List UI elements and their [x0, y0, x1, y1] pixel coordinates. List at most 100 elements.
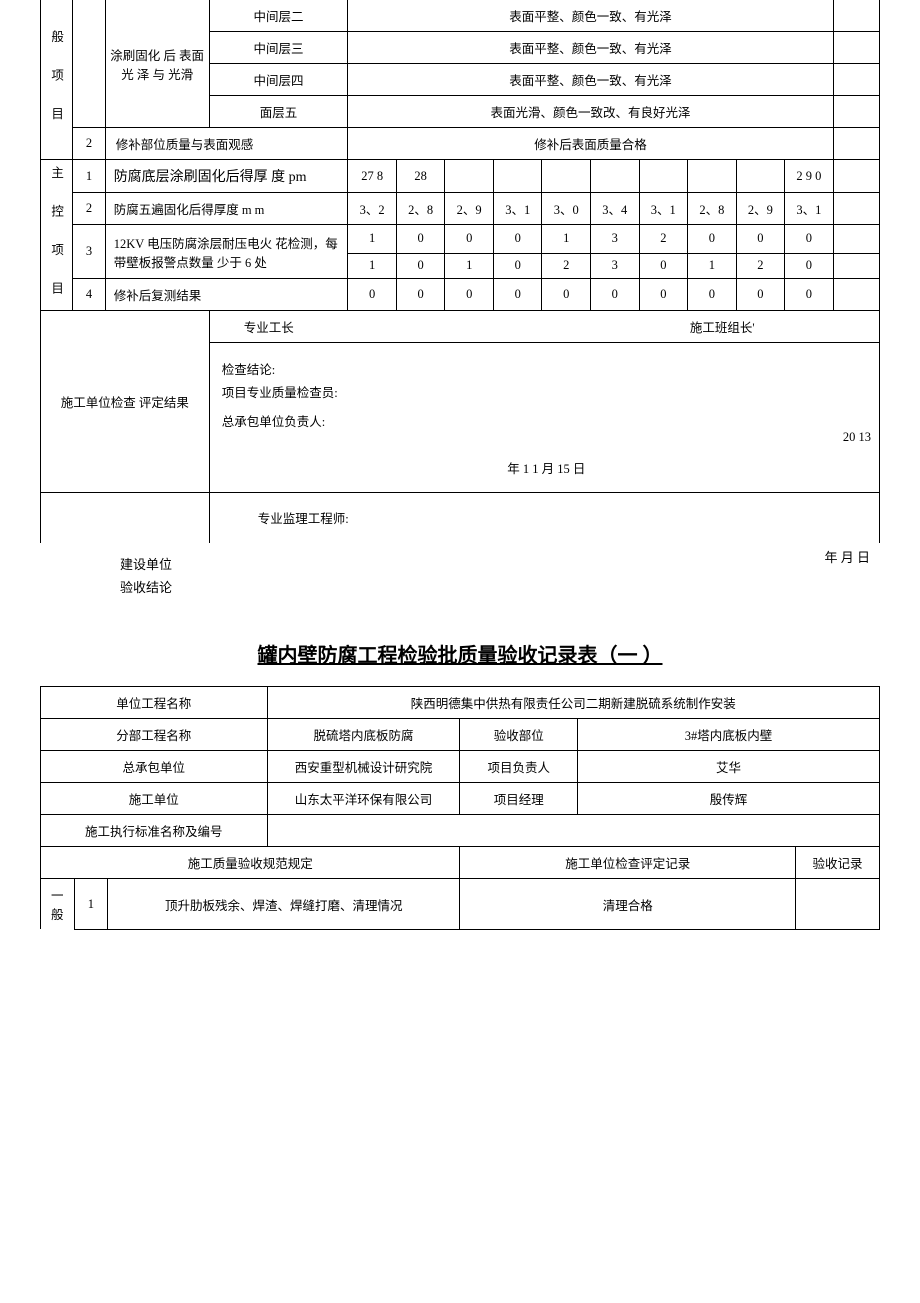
row1-acc-1 — [833, 32, 879, 64]
m1-v7 — [688, 160, 737, 193]
date-text: 年 1 1 月 15 日 — [222, 458, 871, 477]
m3b-v7: 1 — [688, 253, 737, 279]
m3b-v4: 2 — [542, 253, 591, 279]
m3b-v1: 0 — [396, 253, 445, 279]
m1-v4 — [542, 160, 591, 193]
conclusion-block: 检查结论: 项目专业质量检查员: 总承包单位负责人: 20 13 年 1 1 月… — [209, 343, 879, 493]
side-main: 主 控 项 目 — [41, 160, 73, 311]
lower-item-acc — [796, 879, 880, 930]
m3b-v6: 0 — [639, 253, 688, 279]
row1-acc-3 — [833, 96, 879, 128]
m4-acc — [833, 279, 879, 311]
m1-v3 — [493, 160, 542, 193]
l1-c2r: 3#塔内底板内壁 — [577, 719, 879, 751]
m3a-v8: 0 — [736, 225, 785, 254]
m1-v5 — [591, 160, 640, 193]
row1-sub-2: 中间层四 — [209, 64, 348, 96]
row1-main-label: 涂刷固化 后 表面光 泽 与 光滑 — [105, 0, 209, 128]
m3a-acc — [833, 225, 879, 254]
l0-l: 单位工程名称 — [41, 687, 268, 719]
row1-val-0: 表面平整、颜色一致、有光泽 — [348, 0, 833, 32]
m2-v5: 3、4 — [591, 193, 640, 225]
engineer-block: 专业监理工程师: — [209, 493, 879, 543]
m3a-v4: 1 — [542, 225, 591, 254]
row1-sub-3: 面层五 — [209, 96, 348, 128]
m4-v1: 0 — [396, 279, 445, 311]
m4-v9: 0 — [785, 279, 834, 311]
m4-num: 4 — [73, 279, 105, 311]
row1-sub-1: 中间层三 — [209, 32, 348, 64]
m2-v4: 3、0 — [542, 193, 591, 225]
m3b-v9: 0 — [785, 253, 834, 279]
m3a-v1: 0 — [396, 225, 445, 254]
row2-label: 修补部位质量与表面观感 — [105, 128, 348, 160]
l3-l: 施工单位 — [41, 783, 268, 815]
m2-v1: 2、8 — [396, 193, 445, 225]
inspector-label: 项目专业质量检查员: — [222, 382, 871, 401]
l3-c1: 山东太平洋环保有限公司 — [267, 783, 460, 815]
m2-label: 防腐五遍固化后得厚度 m m — [105, 193, 348, 225]
m3a-v6: 2 — [639, 225, 688, 254]
lower-num: 1 — [74, 879, 108, 930]
hdr-left: 施工质量验收规范规定 — [41, 847, 460, 879]
m3a-v9: 0 — [785, 225, 834, 254]
m3a-v3: 0 — [493, 225, 542, 254]
m3a-v0: 1 — [348, 225, 397, 254]
row1-num — [73, 0, 105, 128]
m4-v7: 0 — [688, 279, 737, 311]
l1-c1: 脱硫塔内底板防腐 — [267, 719, 460, 751]
team-leader-label: 施工班组长' — [690, 317, 875, 336]
m3b-v2: 1 — [445, 253, 494, 279]
m2-acc — [833, 193, 879, 225]
m4-v8: 0 — [736, 279, 785, 311]
hdr-right: 验收记录 — [796, 847, 880, 879]
l2-c1: 西安重型机械设计研究院 — [267, 751, 460, 783]
m2-v8: 2、9 — [736, 193, 785, 225]
row2-value: 修补后表面质量合格 — [348, 128, 833, 160]
m3b-v5: 3 — [591, 253, 640, 279]
engineer-label: 专业监理工程师: — [222, 508, 871, 527]
m3-label: 12KV 电压防腐涂层耐压电火 花检测，每带壁板报警点数量 少于 6 处 — [105, 225, 348, 279]
m4-v5: 0 — [591, 279, 640, 311]
m2-v3: 3、1 — [493, 193, 542, 225]
m3b-v0: 1 — [348, 253, 397, 279]
blank-owner — [41, 493, 210, 543]
m4-v4: 0 — [542, 279, 591, 311]
row2-acc — [833, 128, 879, 160]
m4-v0: 0 — [348, 279, 397, 311]
m1-v0: 27 8 — [348, 160, 397, 193]
footer-line-0: 建设单位 — [120, 553, 880, 576]
row1-acc-2 — [833, 64, 879, 96]
foreman-row: 专业工长 施工班组长' — [209, 311, 879, 343]
l0-r: 陕西明德集中供热有限责任公司二期新建脱硫系统制作安装 — [267, 687, 880, 719]
footer-line-1: 验收结论 — [120, 576, 880, 599]
upper-table: 般 项 目 涂刷固化 后 表面光 泽 与 光滑 中间层二 表面平整、颜色一致、有… — [40, 0, 880, 543]
m1-v1: 28 — [396, 160, 445, 193]
m3-num: 3 — [73, 225, 105, 279]
conclusion-header: 检查结论: — [222, 359, 871, 378]
row1-val-1: 表面平整、颜色一致、有光泽 — [348, 32, 833, 64]
row1-val-3: 表面光滑、颜色一致改、有良好光泽 — [348, 96, 833, 128]
l4-l: 施工执行标准名称及编号 — [41, 815, 268, 847]
lower-item-val: 清理合格 — [460, 879, 796, 930]
year-text: 20 13 — [843, 430, 871, 445]
l4-r — [267, 815, 880, 847]
l3-c2l: 项目经理 — [460, 783, 577, 815]
row1-sub-0: 中间层二 — [209, 0, 348, 32]
m1-acc — [833, 160, 879, 193]
m2-v6: 3、1 — [639, 193, 688, 225]
m4-v6: 0 — [639, 279, 688, 311]
row2-num: 2 — [73, 128, 105, 160]
m3a-v2: 0 — [445, 225, 494, 254]
m1-v2 — [445, 160, 494, 193]
m3a-v5: 3 — [591, 225, 640, 254]
m1-num: 1 — [73, 160, 105, 193]
m3b-acc — [833, 253, 879, 279]
lower-item-label: 顶升肋板残余、焊渣、焊缝打磨、清理情况 — [108, 879, 460, 930]
hdr-mid: 施工单位检查评定记录 — [460, 847, 796, 879]
side-general: 般 项 目 — [41, 0, 73, 160]
m2-v0: 3、2 — [348, 193, 397, 225]
footer-date: 年 月 日 — [824, 547, 870, 566]
contractor-head-label: 总承包单位负责人: — [222, 411, 871, 430]
m1-v8 — [736, 160, 785, 193]
